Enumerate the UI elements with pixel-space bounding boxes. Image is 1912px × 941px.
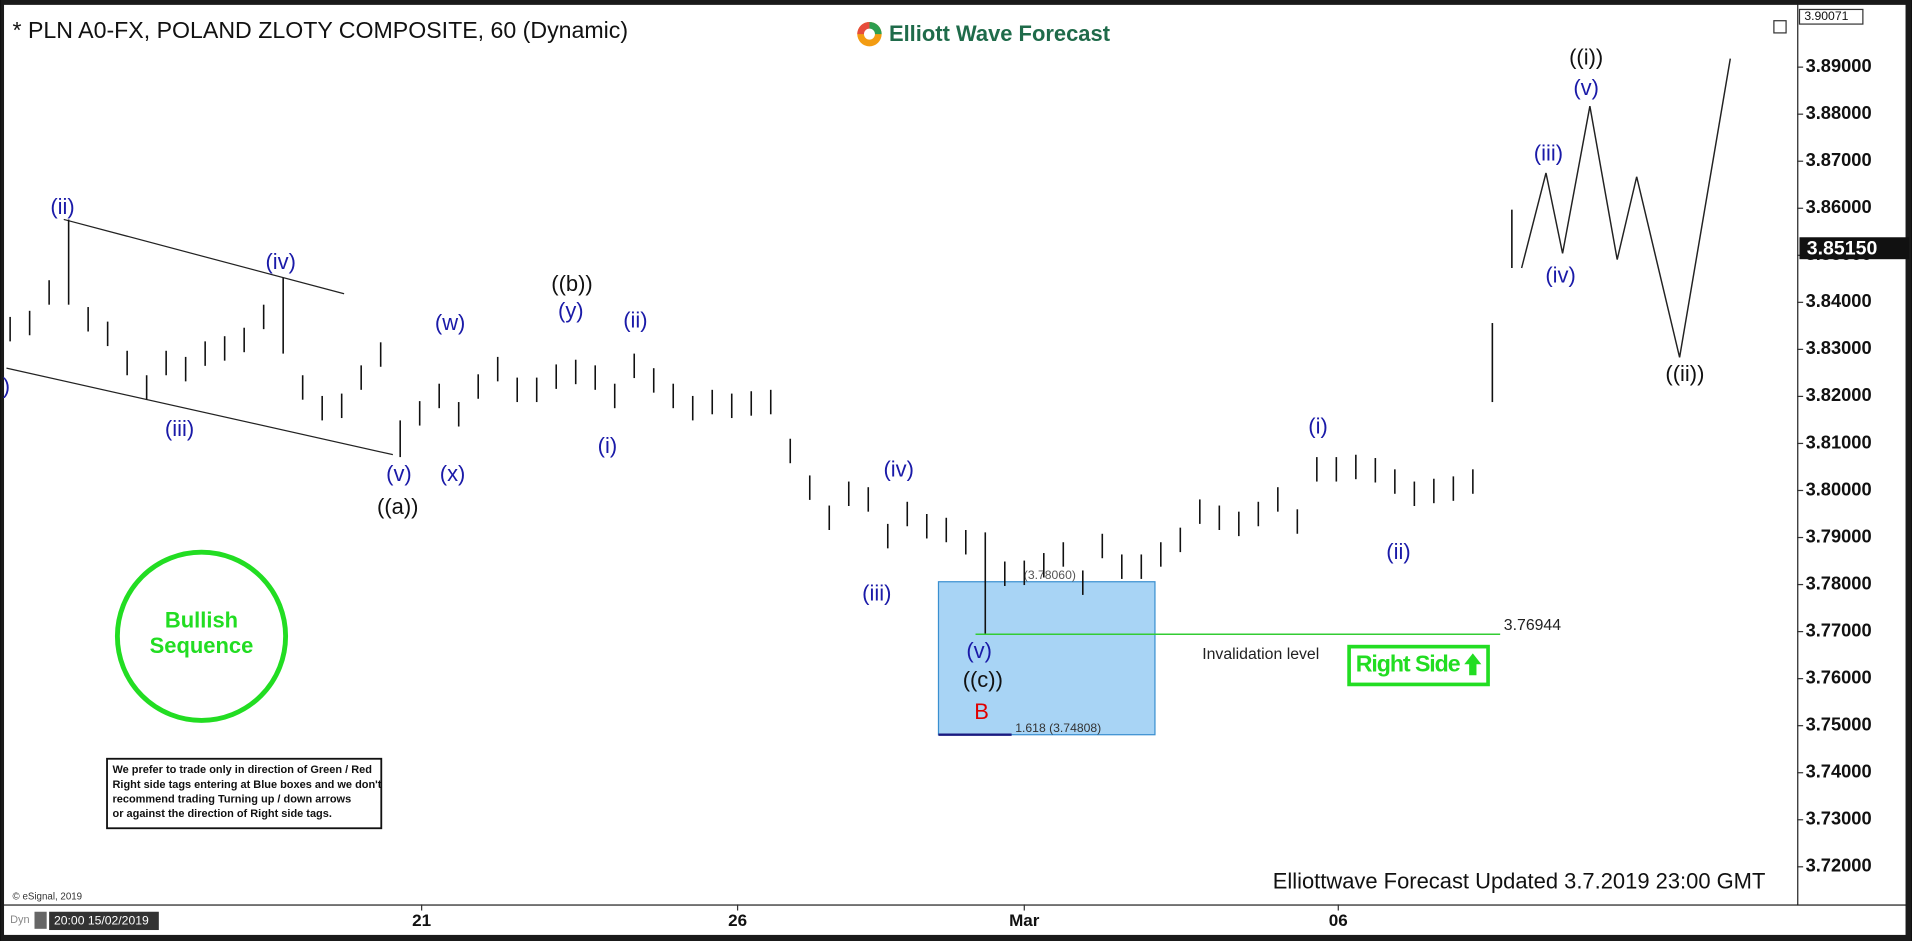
y-tick-label: 3.80000: [1806, 478, 1872, 499]
last-price-label: 3.85150: [1807, 238, 1878, 260]
x-tick-label: 06: [1329, 911, 1348, 930]
icon: [34, 911, 47, 929]
y-tick-label: 3.87000: [1806, 149, 1872, 170]
start-time: 20:00 15/02/2019: [54, 914, 149, 928]
wave-label: ): [3, 373, 10, 398]
disclaimer-line: Right side tags entering at Blue boxes a…: [113, 779, 382, 791]
wave-label: (v): [1573, 75, 1599, 100]
fib-label: 1.618 (3.74808): [1015, 721, 1101, 735]
top-price-label: 3.90071: [1804, 9, 1848, 23]
invalidation-value: 3.76944: [1504, 617, 1561, 634]
price-axis-area: [1798, 4, 1906, 905]
x-tick-label: 21: [412, 911, 431, 930]
up-arrow: [1464, 653, 1482, 676]
y-tick-label: 3.81000: [1806, 431, 1872, 452]
wave-label: ((b)): [551, 271, 592, 296]
wave-label: (iii): [165, 416, 194, 441]
right-side-text: Right Side: [1356, 651, 1461, 677]
wave-label: (i): [1308, 414, 1328, 439]
wave-label: ((ii)): [1665, 361, 1704, 386]
time-box: [49, 911, 159, 931]
wave-label: (v): [966, 638, 992, 663]
chart-title: * PLN A0-FX, POLAND ZLOTY COMPOSITE, 60 …: [13, 17, 629, 43]
badge-text: Bullish: [165, 607, 238, 632]
top-price-tag: [1798, 8, 1864, 25]
wave-label: (iii): [1534, 141, 1563, 166]
y-tick-label: 3.84000: [1806, 290, 1872, 311]
wave-label: (ii): [1386, 539, 1410, 564]
logo-icon: [857, 21, 882, 47]
y-tick-label: 3.76000: [1806, 666, 1872, 687]
fib-label: (3.78060): [1024, 568, 1076, 582]
y-tick-label: 3.82000: [1806, 384, 1872, 405]
wave-label: (ii): [50, 194, 74, 219]
y-tick-label: 3.89000: [1806, 55, 1872, 76]
logo-icon-part: [863, 28, 875, 40]
wave-label: ((i)): [1569, 44, 1603, 69]
footer: Elliottwave Forecast Updated 3.7.2019 23…: [1273, 868, 1766, 893]
wave-label: ((a)): [377, 494, 418, 519]
badge-circle: [114, 549, 289, 723]
y-tick-label: 3.75000: [1806, 714, 1872, 735]
wave-label: (v): [386, 461, 412, 486]
last-price-tag: [1799, 237, 1910, 260]
y-tick-label: 3.73000: [1806, 808, 1872, 829]
projection-path: [1520, 58, 1732, 358]
badge-text: Sequence: [150, 633, 254, 658]
y-tick-label: 3.83000: [1806, 337, 1872, 358]
time-axis-area: [4, 905, 1906, 935]
y-tick-label: 3.79000: [1806, 525, 1872, 546]
wave-label: (w): [435, 310, 465, 335]
wave-label: (y): [558, 298, 584, 323]
wave-label: (iv): [265, 249, 295, 274]
window-button[interactable]: [1773, 20, 1787, 34]
wave-label: (x): [440, 461, 466, 486]
mode: Dyn: [10, 914, 30, 926]
y-tick-label: 3.88000: [1806, 102, 1872, 123]
disclaimer-box: [106, 757, 383, 830]
target-box: [937, 581, 1156, 736]
channel-line: [6, 367, 393, 456]
y-tick-label: 3.72000: [1806, 855, 1872, 876]
y-tick-label: 3.86000: [1806, 196, 1872, 217]
disclaimer-line: We prefer to trade only in direction of …: [113, 764, 372, 776]
channel-line: [63, 218, 345, 295]
copyright: © eSignal, 2019: [13, 892, 83, 903]
disclaimer-line: recommend trading Turning up / down arro…: [113, 793, 352, 805]
y-tick-label: 3.78000: [1806, 572, 1872, 593]
x-tick-label: Mar: [1009, 911, 1040, 930]
logo-text: Elliott Wave Forecast: [889, 21, 1111, 46]
wave-label: B: [974, 699, 989, 724]
wave-label: (iv): [1545, 262, 1575, 287]
x-tick-label: 26: [728, 911, 747, 930]
invalidation-label: Invalidation level: [1202, 646, 1319, 663]
disclaimer-line: or against the direction of Right side t…: [113, 808, 332, 820]
plot-area: [4, 4, 1798, 905]
wave-label: (ii): [623, 308, 647, 333]
right-side-box: [1347, 644, 1490, 687]
wave-label: (iii): [862, 581, 891, 606]
wave-label: (iv): [883, 456, 913, 481]
y-tick-label: 3.77000: [1806, 619, 1872, 640]
wave-label: (i): [598, 433, 618, 458]
y-tick-label: 3.74000: [1806, 761, 1872, 782]
wave-label: ((c)): [963, 667, 1003, 692]
